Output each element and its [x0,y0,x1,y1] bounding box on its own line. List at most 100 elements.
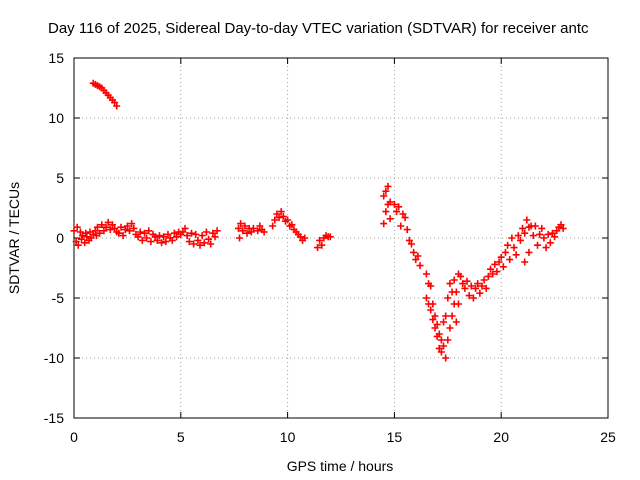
data-point [296,233,304,241]
data-point [273,210,281,218]
data-point [158,239,166,247]
data-point [480,276,488,284]
data-point [249,224,257,232]
data-point [153,236,161,244]
data-point [548,229,556,237]
data-point [384,182,392,190]
data-point [559,224,567,232]
data-point [382,187,390,195]
data-point [123,222,131,230]
data-point [98,221,106,229]
data-point [446,324,454,332]
data-point [463,277,471,285]
data-point [546,239,554,247]
data-point [405,236,413,244]
data-point [457,272,465,280]
data-point [427,306,435,314]
data-point [126,227,134,235]
data-point [442,312,450,320]
data-point [380,220,388,228]
data-point [437,336,445,344]
data-point [236,234,244,242]
data-point [181,224,189,232]
data-point [386,198,394,206]
data-point [444,294,452,302]
data-point [450,276,458,284]
data-point [82,229,90,237]
data-point [196,241,204,249]
data-point [551,233,559,241]
data-point [412,256,420,264]
data-point [395,203,403,211]
data-point [104,218,112,226]
data-point [446,280,454,288]
x-tick-label: 20 [493,429,509,445]
x-tick-label: 0 [70,429,78,445]
data-point [190,240,198,248]
data-point [431,312,439,320]
data-point [213,227,221,235]
data-point [134,233,142,241]
data-point [179,228,187,236]
data-point [241,222,249,230]
data-point [202,228,210,236]
data-point [489,270,497,278]
data-point [386,215,394,223]
data-point [512,251,520,259]
data-point [162,238,170,246]
data-point [448,312,456,320]
data-point [318,241,326,249]
data-point [209,229,217,237]
data-point [403,226,411,234]
data-point [452,318,460,326]
data-point [111,224,119,232]
data-point [187,229,195,237]
y-tick-label: -10 [44,350,64,366]
data-point [314,244,322,252]
data-point [393,208,401,216]
data-point [326,233,334,241]
data-point [136,228,144,236]
data-point [534,241,542,249]
data-point [192,230,200,238]
data-point [476,289,484,297]
data-point [73,223,81,231]
data-point [275,214,283,222]
y-tick-label: -5 [52,290,65,306]
data-point [529,232,537,240]
data-point [516,236,524,244]
data-point [155,232,163,240]
data-points [70,79,567,362]
data-point [382,208,390,216]
data-point [514,232,522,240]
data-point [397,222,405,230]
data-point [89,230,97,238]
data-point [508,234,516,242]
data-point [525,248,533,256]
data-point [211,233,219,241]
data-point [279,212,287,220]
data-point [284,216,292,224]
data-point [160,233,168,241]
data-point [407,240,415,248]
data-point [431,324,439,332]
data-point [499,263,507,271]
data-point [531,222,539,230]
data-point [234,224,242,232]
data-point [194,236,202,244]
data-point [510,244,518,252]
data-point [72,238,80,246]
data-point [482,284,490,292]
data-point [506,256,514,264]
data-point [538,224,546,232]
data-point [553,227,561,235]
chart-title: Day 116 of 2025, Sidereal Day-to-day VTE… [48,20,589,37]
data-point [414,252,422,260]
data-point [465,292,473,300]
data-point [96,229,104,237]
data-point [74,241,82,249]
data-point [501,248,509,256]
data-point [301,234,309,242]
data-point [81,239,89,247]
data-point [183,232,191,240]
